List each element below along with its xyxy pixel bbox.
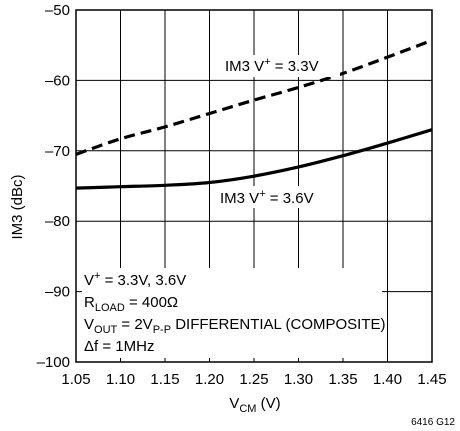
x-tick-label: 1.05 [61,371,90,388]
y-tick-label: –90 [45,284,70,301]
x-tick-label: 1.25 [239,371,268,388]
y-tick-label: –80 [45,213,70,230]
x-tick-label: 1.15 [150,371,179,388]
series-label-3v3: IM3 V+ = 3.3V [225,56,319,75]
x-axis-title: VCM (V) [229,395,280,415]
y-tick-label: –100 [37,354,70,371]
y-tick-labels: –50 –60 –70 –80 –90 –100 [37,2,70,371]
condition-vout: VOUT = 2VP-P DIFFERENTIAL (COMPOSITE) [84,316,386,336]
figure-code: 6416 G12 [411,417,455,428]
y-axis-title: IM3 (dBc) [9,174,26,239]
y-tick-label: –60 [45,72,70,89]
condition-delta-f: Δf = 1MHz [84,338,154,355]
condition-supply: V+ = 3.3V, 3.6V [84,270,186,289]
series-layer [75,38,433,190]
x-tick-label: 1.20 [195,371,224,388]
x-tick-label: 1.45 [417,371,446,388]
plot-frame [75,9,433,363]
series-line-3v6 [75,128,433,190]
label-bg-3v3 [222,55,340,77]
y-tick-label: –70 [45,143,70,160]
condition-load: RLOAD = 400Ω [84,294,178,314]
series-line-3v3 [75,38,433,156]
series-label-3v6: IM3 V+ = 3.6V [220,188,314,207]
y-tick-label: –50 [45,2,70,19]
x-tick-label: 1.40 [373,371,402,388]
label-bg-3v6 [217,186,335,208]
conditions-bg [82,268,382,358]
x-tick-labels: 1.05 1.10 1.15 1.20 1.25 1.30 1.35 1.40 1.45 [61,371,446,388]
x-tick-label: 1.10 [106,371,135,388]
x-tick-label: 1.35 [328,371,357,388]
x-tick-label: 1.30 [284,371,313,388]
